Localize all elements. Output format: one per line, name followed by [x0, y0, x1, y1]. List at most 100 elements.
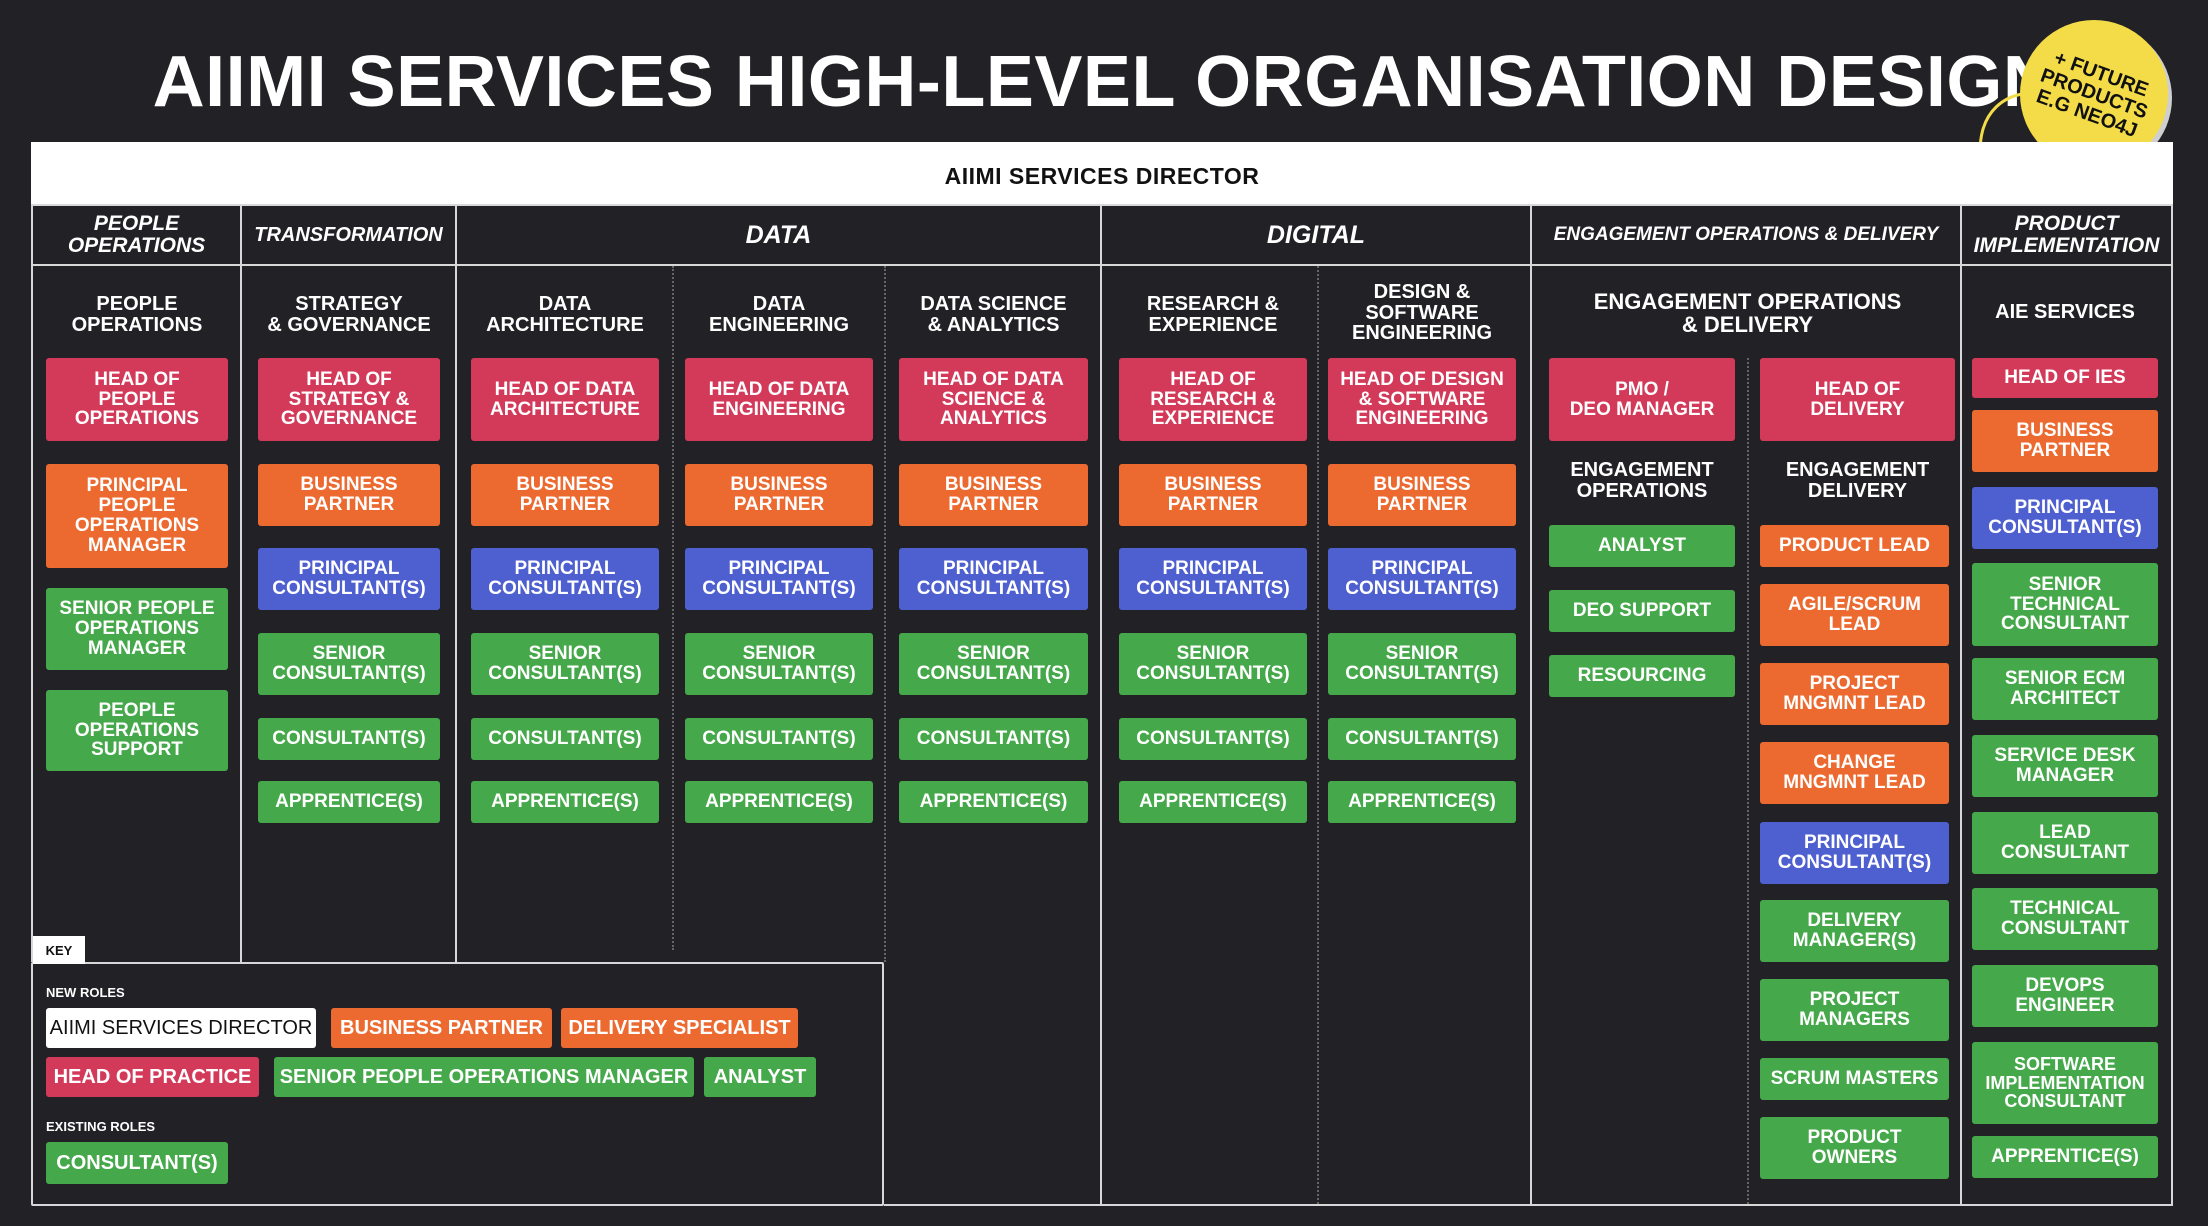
role-box: CONSULTANT(S)	[899, 718, 1088, 760]
role-box: DELIVERY MANAGER(S)	[1760, 900, 1949, 962]
role-box: DEO SUPPORT	[1549, 590, 1735, 632]
grid-line	[455, 205, 457, 962]
grid-line	[31, 264, 2173, 266]
role-box: CHANGE MNGMNT LEAD	[1760, 742, 1949, 804]
dept-product-implementation: PRODUCT IMPLEMENTATION	[1973, 211, 2160, 257]
column-subtitle: ENGAGEMENT OPERATIONS	[1570, 459, 1714, 502]
column-title: RESEARCH & EXPERIENCE	[1146, 293, 1280, 336]
role-box: PRINCIPAL CONSULTANT(S)	[1328, 548, 1516, 610]
grid-line	[1100, 205, 1102, 1206]
role-box: PRINCIPAL CONSULTANT(S)	[1119, 548, 1307, 610]
role-box: CONSULTANT(S)	[1328, 718, 1516, 760]
role-box: HEAD OF PEOPLE OPERATIONS	[46, 358, 228, 441]
grid-divider	[884, 266, 886, 962]
role-box: PRINCIPAL CONSULTANT(S)	[685, 548, 873, 610]
key-new-roles-label: NEW ROLES	[46, 985, 125, 1000]
column-title: AIE SERVICES	[1995, 300, 2135, 323]
role-box: PRODUCT OWNERS	[1760, 1117, 1949, 1179]
role-box: PRINCIPAL CONSULTANT(S)	[1972, 487, 2158, 549]
role-box: SENIOR CONSULTANT(S)	[471, 633, 659, 695]
role-box: APPRENTICE(S)	[471, 781, 659, 823]
role-box: BUSINESS PARTNER	[1328, 464, 1516, 526]
role-box: PEOPLE OPERATIONS SUPPORT	[46, 690, 228, 771]
role-box: SENIOR CONSULTANT(S)	[1119, 633, 1307, 695]
role-box: CONSULTANT(S)	[685, 718, 873, 760]
role-box: SENIOR CONSULTANT(S)	[899, 633, 1088, 695]
key-item: SENIOR PEOPLE OPERATIONS MANAGER	[274, 1057, 694, 1097]
role-box: CONSULTANT(S)	[471, 718, 659, 760]
role-box: APPRENTICE(S)	[1119, 781, 1307, 823]
column-title: DATA ENGINEERING	[708, 293, 850, 336]
grid-line	[1530, 205, 1532, 1206]
column-title: DESIGN & SOFTWARE ENGINEERING	[1351, 280, 1493, 345]
role-box: HEAD OF DESIGN & SOFTWARE ENGINEERING	[1328, 358, 1516, 441]
column-title: DATA ARCHITECTURE	[486, 293, 644, 336]
dept-engagement: ENGAGEMENT OPERATIONS & DELIVERY	[1553, 224, 1939, 246]
role-box: LEAD CONSULTANT	[1972, 812, 2158, 874]
key-item: DELIVERY SPECIALIST	[561, 1008, 798, 1048]
dept-transformation: TRANSFORMATION	[254, 223, 443, 246]
role-box: HEAD OF RESEARCH & EXPERIENCE	[1119, 358, 1307, 441]
grid-line	[31, 204, 2173, 206]
role-box: BUSINESS PARTNER	[899, 464, 1088, 526]
role-box: SENIOR CONSULTANT(S)	[1328, 633, 1516, 695]
key-item: HEAD OF PRACTICE	[46, 1057, 259, 1097]
role-box: PRINCIPAL CONSULTANT(S)	[1760, 822, 1949, 884]
column-title: STRATEGY & GOVERNANCE	[267, 293, 431, 336]
page-title: AIIMI SERVICES HIGH-LEVEL ORGANISATION D…	[152, 42, 2056, 122]
role-box: PRINCIPAL PEOPLE OPERATIONS MANAGER	[46, 464, 228, 568]
role-box: BUSINESS PARTNER	[685, 464, 873, 526]
grid-line	[884, 1204, 2173, 1206]
role-box: BUSINESS PARTNER	[258, 464, 440, 526]
role-box: HEAD OF DELIVERY	[1760, 358, 1955, 441]
grid-line	[2171, 205, 2173, 1206]
grid-line	[240, 205, 242, 962]
role-box: SENIOR ECM ARCHITECT	[1972, 658, 2158, 720]
role-box: SENIOR TECHNICAL CONSULTANT	[1972, 563, 2158, 646]
key-tab: KEY	[33, 936, 85, 964]
role-box: BUSINESS PARTNER	[1972, 410, 2158, 472]
key-item: ANALYST	[704, 1057, 816, 1097]
grid-divider	[672, 266, 674, 950]
key-existing-roles-label: EXISTING ROLES	[46, 1119, 156, 1134]
role-box: AGILE/SCRUM LEAD	[1760, 584, 1949, 646]
role-box: PRODUCT LEAD	[1760, 525, 1949, 567]
role-box: HEAD OF DATA SCIENCE & ANALYTICS	[899, 358, 1088, 441]
grid-divider	[1317, 266, 1319, 1204]
role-box: PROJECT MANAGERS	[1760, 979, 1949, 1041]
role-box: HEAD OF IES	[1972, 358, 2158, 398]
role-box: HEAD OF STRATEGY & GOVERNANCE	[258, 358, 440, 441]
role-box: HEAD OF DATA ARCHITECTURE	[471, 358, 659, 441]
column-title: DATA SCIENCE & ANALYTICS	[920, 293, 1067, 336]
dept-digital: DIGITAL	[1266, 220, 1366, 249]
role-box: BUSINESS PARTNER	[1119, 464, 1307, 526]
key-item: BUSINESS PARTNER	[331, 1008, 552, 1048]
role-box: CONSULTANT(S)	[1119, 718, 1307, 760]
role-box: PROJECT MNGMNT LEAD	[1760, 663, 1949, 725]
role-box: PMO / DEO MANAGER	[1549, 358, 1735, 441]
role-box: HEAD OF DATA ENGINEERING	[685, 358, 873, 441]
role-box: SENIOR CONSULTANT(S)	[258, 633, 440, 695]
role-box: SENIOR CONSULTANT(S)	[685, 633, 873, 695]
key-panel	[31, 962, 884, 1206]
role-box: DEVOPS ENGINEER	[1972, 965, 2158, 1027]
key-item: AIIMI SERVICES DIRECTOR	[46, 1008, 316, 1048]
role-box: APPRENTICE(S)	[1328, 781, 1516, 823]
role-box: PRINCIPAL CONSULTANT(S)	[471, 548, 659, 610]
grid-divider	[1747, 358, 1749, 1204]
grid-line	[1960, 205, 1962, 1206]
dept-data: DATA	[745, 220, 812, 249]
role-box: APPRENTICE(S)	[258, 781, 440, 823]
dept-people-operations: PEOPLE OPERATIONS	[67, 211, 206, 257]
role-box: RESOURCING	[1549, 655, 1735, 697]
role-box: SERVICE DESK MANAGER	[1972, 735, 2158, 797]
role-box: SCRUM MASTERS	[1760, 1058, 1949, 1100]
role-box: SOFTWARE IMPLEMENTATION CONSULTANT	[1972, 1042, 2158, 1124]
role-box: APPRENTICE(S)	[685, 781, 873, 823]
role-box: PRINCIPAL CONSULTANT(S)	[258, 548, 440, 610]
role-box: APPRENTICE(S)	[1972, 1136, 2158, 1178]
role-box: PRINCIPAL CONSULTANT(S)	[899, 548, 1088, 610]
grid-line	[31, 205, 33, 962]
key-item: CONSULTANT(S)	[46, 1142, 228, 1184]
column-title: PEOPLE OPERATIONS	[71, 293, 203, 336]
